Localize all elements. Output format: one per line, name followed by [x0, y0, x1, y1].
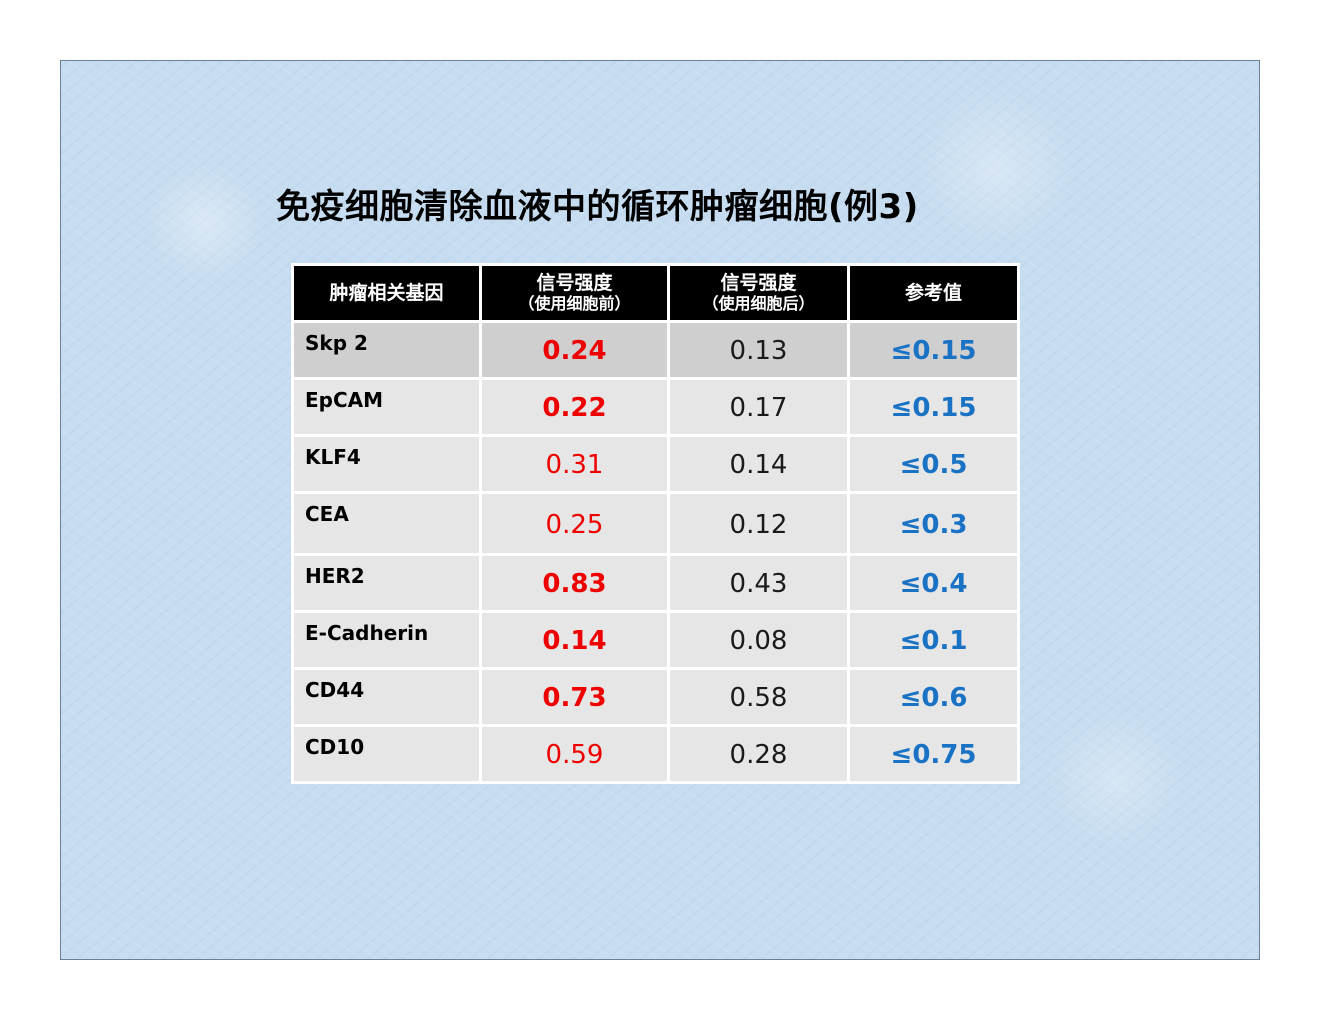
table-row: Skp 2 0.24 0.13 ≤0.15 [291, 320, 1020, 380]
before-value-cell: 0.14 [479, 610, 670, 670]
reference-value-cell: ≤0.4 [847, 553, 1020, 613]
table-row: CEA 0.25 0.12 ≤0.3 [291, 491, 1020, 556]
reference-value-cell: ≤0.75 [847, 724, 1020, 784]
header-reference-label: 参考值 [904, 282, 962, 304]
header-before: 信号强度 （使用细胞前） [479, 263, 670, 323]
header-before-label: 信号强度 [536, 272, 613, 294]
gene-cell: EpCAM [291, 377, 482, 437]
reference-value-cell: ≤0.1 [847, 610, 1020, 670]
after-value-cell: 0.14 [667, 434, 850, 494]
table-row: HER2 0.83 0.43 ≤0.4 [291, 553, 1020, 613]
before-value-cell: 0.31 [479, 434, 670, 494]
after-value-cell: 0.17 [667, 377, 850, 437]
header-gene: 肿瘤相关基因 [291, 263, 482, 323]
gene-cell: CD44 [291, 667, 482, 727]
after-value-cell: 0.08 [667, 610, 850, 670]
gene-cell: E-Cadherin [291, 610, 482, 670]
gene-cell: CD10 [291, 724, 482, 784]
table-row: EpCAM 0.22 0.17 ≤0.15 [291, 377, 1020, 437]
before-value-cell: 0.59 [479, 724, 670, 784]
table-row: KLF4 0.31 0.14 ≤0.5 [291, 434, 1020, 494]
before-value-cell: 0.22 [479, 377, 670, 437]
reference-value-cell: ≤0.15 [847, 320, 1020, 380]
header-after-label: 信号强度 [720, 272, 797, 294]
before-value-cell: 0.83 [479, 553, 670, 613]
after-value-cell: 0.28 [667, 724, 850, 784]
table-row: CD44 0.73 0.58 ≤0.6 [291, 667, 1020, 727]
gene-cell: CEA [291, 491, 482, 556]
after-value-cell: 0.13 [667, 320, 850, 380]
after-value-cell: 0.12 [667, 491, 850, 556]
header-after: 信号强度 （使用细胞后） [667, 263, 850, 323]
gene-cell: Skp 2 [291, 320, 482, 380]
header-reference: 参考值 [847, 263, 1020, 323]
gene-signal-table: 肿瘤相关基因 信号强度 （使用细胞前） 信号强度 （使用细胞后） 参考值 Skp… [291, 263, 1020, 784]
before-value-cell: 0.73 [479, 667, 670, 727]
header-before-sublabel: （使用细胞前） [518, 294, 631, 313]
after-value-cell: 0.43 [667, 553, 850, 613]
before-value-cell: 0.25 [479, 491, 670, 556]
table-row: CD10 0.59 0.28 ≤0.75 [291, 724, 1020, 784]
before-value-cell: 0.24 [479, 320, 670, 380]
header-gene-label: 肿瘤相关基因 [329, 282, 444, 304]
table-row: E-Cadherin 0.14 0.08 ≤0.1 [291, 610, 1020, 670]
after-value-cell: 0.58 [667, 667, 850, 727]
table-header-row: 肿瘤相关基因 信号强度 （使用细胞前） 信号强度 （使用细胞后） 参考值 [291, 263, 1020, 323]
slide: 免疫细胞清除血液中的循环肿瘤细胞(例3) 肿瘤相关基因 信号强度 （使用细胞前）… [60, 60, 1260, 960]
reference-value-cell: ≤0.3 [847, 491, 1020, 556]
header-after-sublabel: （使用细胞后） [702, 294, 815, 313]
reference-value-cell: ≤0.6 [847, 667, 1020, 727]
gene-cell: HER2 [291, 553, 482, 613]
gene-cell: KLF4 [291, 434, 482, 494]
slide-title: 免疫细胞清除血液中的循环肿瘤细胞(例3) [276, 187, 919, 227]
reference-value-cell: ≤0.15 [847, 377, 1020, 437]
reference-value-cell: ≤0.5 [847, 434, 1020, 494]
